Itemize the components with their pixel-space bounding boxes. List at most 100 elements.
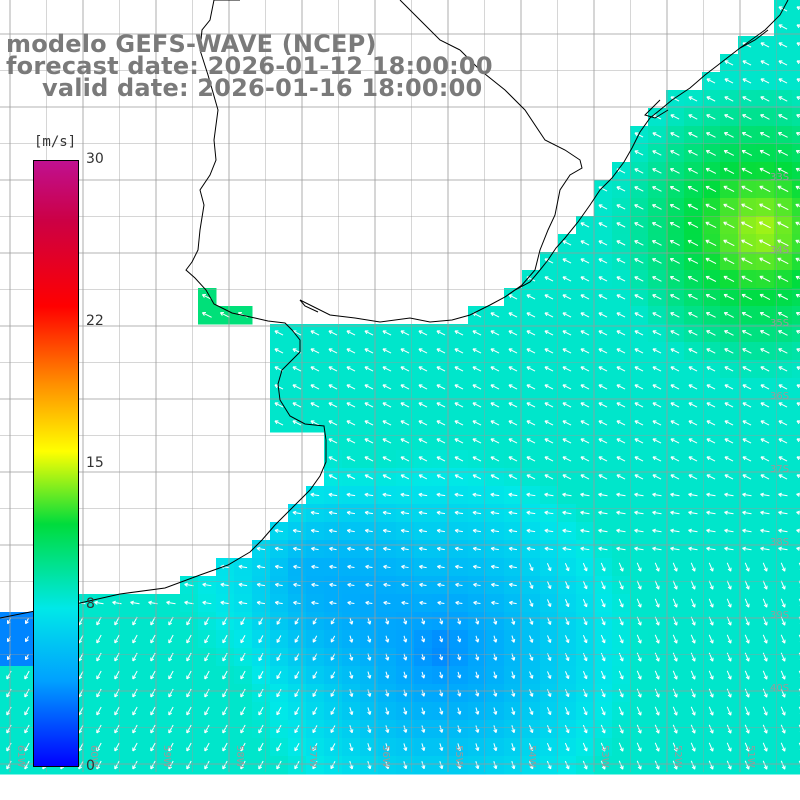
wind-arrow <box>795 257 800 262</box>
wind-arrow <box>365 600 373 606</box>
wind-arrow <box>600 688 606 698</box>
wind-arrow <box>760 528 770 533</box>
wind-arrow <box>258 617 264 625</box>
wind-speed-cell <box>792 180 800 199</box>
wind-arrow <box>760 546 770 551</box>
wind-arrow <box>382 492 392 497</box>
wind-arrow <box>25 618 29 625</box>
wind-arrow <box>742 420 752 426</box>
wind-arrow <box>349 635 354 643</box>
wind-arrow <box>670 474 680 480</box>
wind-arrow <box>511 653 516 661</box>
wind-arrow <box>760 438 770 444</box>
wind-arrow <box>312 617 318 625</box>
graticule-labels: 33S 34S 35S 36S 37S 38S 39S 40S 61W 60W 59W 58W 57W 5… <box>15 172 789 768</box>
wind-arrow <box>472 474 482 480</box>
wind-arrow <box>528 743 534 752</box>
wind-arrow <box>222 688 228 698</box>
wind-speed-cell <box>792 378 800 397</box>
wind-arrow <box>473 600 481 605</box>
wind-arrow <box>473 564 481 569</box>
wind-arrow <box>346 474 356 480</box>
wind-arrow <box>598 510 608 515</box>
wind-arrow <box>418 456 428 462</box>
wind-arrow <box>329 582 337 587</box>
wind-arrow <box>454 456 464 462</box>
wind-arrow <box>310 402 320 408</box>
wind-arrow <box>652 528 662 533</box>
wind-arrow <box>652 132 662 138</box>
wind-arrow <box>598 366 608 372</box>
wind-arrow <box>634 240 644 246</box>
wind-arrow <box>114 670 120 680</box>
wind-arrow <box>760 348 770 354</box>
longitude-label: 58W <box>234 745 245 768</box>
wind-arrow <box>547 671 552 679</box>
wind-speed-cell <box>792 396 800 415</box>
wind-arrow <box>616 258 626 264</box>
wind-arrow <box>544 312 554 318</box>
wind-speed-cell <box>792 252 800 271</box>
latitude-label: 37S <box>770 464 789 475</box>
wind-arrow <box>472 456 482 462</box>
wind-arrow <box>490 402 500 408</box>
wind-arrow <box>403 725 408 733</box>
wind-arrow <box>742 546 752 551</box>
wind-arrow <box>546 760 552 770</box>
wind-arrow <box>796 546 800 551</box>
wind-arrow <box>346 438 356 444</box>
wind-arrow <box>437 564 445 569</box>
wind-arrow <box>687 185 699 192</box>
colorbar-tick: 22 <box>86 312 104 329</box>
wind-arrow <box>778 78 788 84</box>
wind-arrow <box>708 580 714 590</box>
wind-arrow <box>346 510 356 515</box>
wind-arrow <box>508 474 518 480</box>
wind-arrow <box>511 725 516 734</box>
wind-arrow <box>652 366 662 372</box>
wind-arrow <box>652 222 662 228</box>
wind-speed-cell <box>792 288 800 307</box>
wind-arrow <box>240 724 246 734</box>
wind-arrow <box>508 294 518 300</box>
wind-arrow <box>616 474 626 480</box>
wind-speed-cell <box>792 72 800 91</box>
wind-arrow <box>240 670 246 680</box>
wind-arrow <box>508 366 518 372</box>
wind-arrow <box>780 688 786 698</box>
wind-arrow <box>475 653 480 661</box>
wind-arrow <box>616 528 626 533</box>
wind-arrow <box>706 456 716 462</box>
wind-arrow <box>690 598 696 608</box>
wind-arrow <box>618 652 624 662</box>
wind-arrow <box>762 706 768 716</box>
wind-arrow <box>493 671 498 679</box>
wind-arrow <box>346 528 355 533</box>
wind-arrow <box>636 670 642 680</box>
wind-arrow <box>600 580 606 590</box>
wind-arrow <box>705 185 717 192</box>
wind-arrow <box>436 492 446 497</box>
wind-arrow <box>114 706 120 716</box>
wind-arrow <box>582 724 588 734</box>
colorbar-tick: 0 <box>86 758 95 774</box>
wind-arrow <box>328 420 338 426</box>
wind-arrow <box>708 724 714 734</box>
wind-arrow <box>670 528 680 533</box>
wind-arrow <box>220 582 230 587</box>
model-title: modelo GEFS-WAVE (NCEP) <box>6 30 377 58</box>
wind-speed-cell <box>792 468 800 487</box>
wind-speed-cell <box>792 522 800 541</box>
wind-arrow <box>562 276 572 282</box>
wind-arrow <box>760 510 770 515</box>
wind-arrow <box>741 149 753 156</box>
wind-arrow <box>436 366 446 372</box>
wind-arrow <box>580 384 590 390</box>
wind-arrow <box>347 564 355 569</box>
wind-arrow <box>472 384 482 390</box>
wind-arrow <box>780 562 786 572</box>
wind-arrow <box>582 706 588 716</box>
wind-arrow <box>724 456 734 462</box>
wind-arrow <box>490 546 499 551</box>
wind-arrow <box>780 760 786 770</box>
